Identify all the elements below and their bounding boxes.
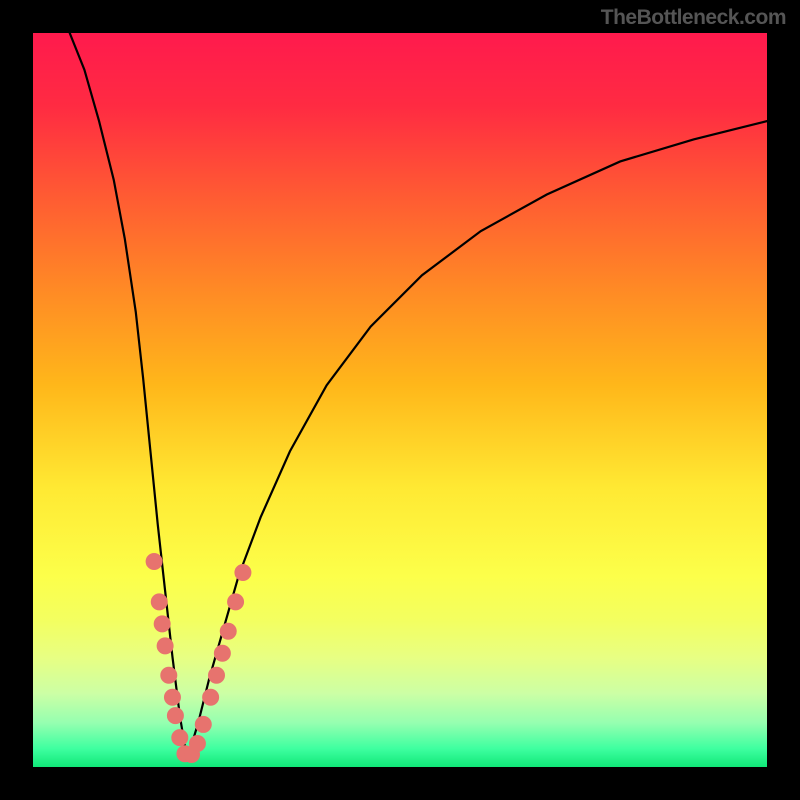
plot-area (33, 33, 767, 767)
marker-dot (161, 667, 177, 683)
marker-dot (172, 730, 188, 746)
marker-dot (235, 564, 251, 580)
chart-outer-frame: TheBottleneck.com (0, 0, 800, 800)
marker-dot (164, 689, 180, 705)
marker-dot (220, 623, 236, 639)
right-curve (187, 121, 767, 760)
marker-dot (214, 645, 230, 661)
marker-dot (203, 689, 219, 705)
watermark-text: TheBottleneck.com (601, 6, 786, 30)
marker-dot (228, 594, 244, 610)
marker-dot (209, 667, 225, 683)
marker-dot (151, 594, 167, 610)
marker-dot (154, 616, 170, 632)
curves-svg (33, 33, 767, 767)
marker-dot (146, 553, 162, 569)
marker-dot (167, 708, 183, 724)
marker-dot (195, 716, 211, 732)
marker-dot (189, 736, 205, 752)
marker-dot (157, 638, 173, 654)
